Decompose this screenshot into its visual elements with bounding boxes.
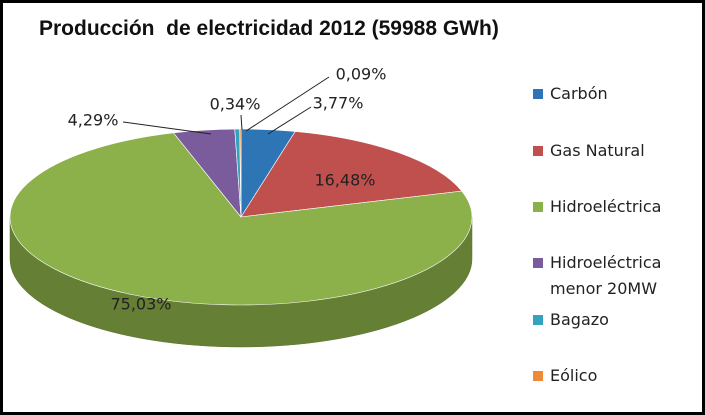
pie-area: 3,77% 16,48% 75,03% 4,29% 0,34% 0,09% [9, 65, 473, 348]
leader-line [122, 121, 212, 135]
data-label: 16,48% [314, 171, 375, 190]
legend-label: Carbón [550, 84, 608, 103]
legend-label: Bagazo [550, 310, 609, 329]
legend-swatch [533, 315, 543, 325]
legend-swatch [533, 89, 543, 99]
leader-line [245, 76, 330, 132]
legend-label: Hidroeléctrica menor 20MW [550, 253, 662, 298]
leader-line [267, 106, 312, 135]
legend-swatch [533, 146, 543, 156]
data-label: 0,34% [210, 95, 261, 114]
legend-item: Gas Natural [533, 138, 698, 164]
slice [9, 132, 473, 306]
legend-label: Hidroeléctrica [550, 197, 662, 216]
data-label: 0,09% [336, 65, 387, 84]
legend-item: Hidroeléctrica [533, 194, 698, 220]
data-label: 4,29% [68, 111, 119, 130]
legend-item: Bagazo [533, 307, 698, 333]
slice [239, 128, 242, 218]
slice [240, 131, 463, 218]
legend-label: Eólico [550, 366, 598, 385]
legend-swatch [533, 202, 543, 212]
legend-label: Gas Natural [550, 141, 645, 160]
data-label: 75,03% [110, 295, 171, 314]
chart-title: Producción de electricidad 2012 (59988 G… [39, 17, 499, 40]
legend-item: Hidroeléctrica menor 20MW [533, 250, 698, 302]
data-label: 3,77% [313, 94, 364, 113]
legend-item: Eólico [533, 363, 698, 389]
legend-item: Carbón [533, 81, 698, 107]
legend-swatch [533, 371, 543, 381]
legend-swatch [533, 258, 543, 268]
leader-line [240, 114, 243, 131]
